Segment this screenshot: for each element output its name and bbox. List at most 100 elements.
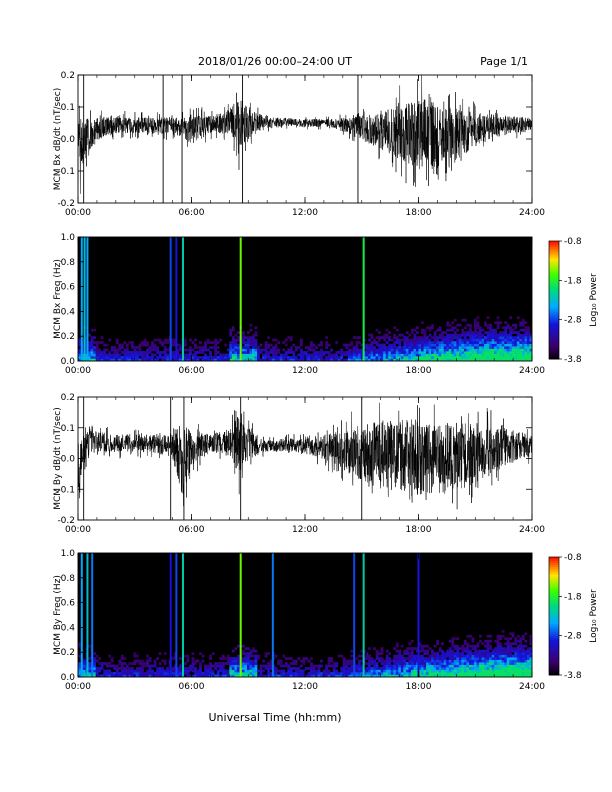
spectrogram-cell	[383, 336, 387, 339]
colorbar-segment	[549, 572, 559, 576]
colorbar-segment	[549, 290, 559, 293]
spectrogram-cell	[186, 659, 190, 663]
y-tick-label: 0.8	[61, 574, 76, 584]
spectrogram-cell	[506, 637, 510, 641]
spectrogram-cell	[257, 674, 260, 678]
spectrogram-cell	[516, 669, 520, 673]
spectrogram-cell	[370, 657, 374, 660]
spectrogram-cell	[494, 652, 497, 655]
colorbar-frame	[548, 240, 560, 360]
spectrogram-cell	[431, 353, 434, 357]
spectrogram-cell	[426, 326, 429, 330]
spectrogram-cell	[204, 346, 207, 349]
spectrogram-cell	[461, 338, 465, 342]
spectrogram-cell	[191, 674, 195, 678]
colorbar-tick-label: -1.8	[564, 276, 582, 286]
spectrogram-cell	[461, 333, 465, 337]
spectrogram-cell	[421, 667, 424, 670]
spectrogram-cell	[479, 346, 482, 349]
spectrogram-cell	[269, 358, 273, 362]
spectrogram-cell	[325, 336, 328, 339]
spectrogram-cell	[272, 346, 276, 349]
spectrogram-cell	[368, 353, 371, 357]
spectrogram-cell	[373, 356, 376, 359]
spectrogram-cell	[499, 346, 503, 349]
spectrogram-cell	[496, 662, 500, 665]
spectrogram-cell	[249, 323, 253, 327]
spectrogram-cell	[484, 664, 487, 668]
spectrogram-cell	[327, 343, 331, 347]
spectrogram-cell	[501, 659, 505, 663]
spectrogram-cell	[405, 649, 409, 653]
spectrogram-cell	[365, 669, 369, 673]
colorbar-segment	[549, 562, 559, 566]
spectrogram-cell	[476, 333, 480, 337]
spectrogram-cell	[526, 328, 530, 332]
spectrogram-cell	[206, 356, 210, 359]
spectrogram-cell	[136, 674, 139, 678]
spectrogram-cell	[484, 669, 487, 673]
spectrogram-cell	[350, 353, 354, 357]
spectrogram-cell	[476, 667, 480, 670]
spectrogram-cell	[509, 338, 513, 342]
spectrogram-cell	[368, 647, 371, 651]
spectrogram-cell	[113, 667, 117, 670]
spectrogram-cell	[433, 672, 437, 675]
spectrogram-cell	[504, 348, 508, 352]
spectrogram-cell	[133, 662, 137, 665]
spectrogram-cell	[463, 353, 467, 357]
spectrogram-cell	[463, 642, 467, 646]
spectrogram-cell	[307, 667, 311, 670]
spectrogram-cell	[173, 657, 177, 660]
colorbar-segment	[549, 635, 559, 639]
spectrogram-cell	[178, 346, 182, 349]
spectrogram-cell	[183, 667, 187, 670]
spectrogram-cell	[506, 664, 510, 668]
spectrogram-cell	[448, 351, 452, 354]
spectrogram-cell	[398, 649, 402, 653]
spectrogram-cell	[458, 341, 462, 344]
spectrogram-cell	[325, 356, 328, 359]
spectrogram-cell	[186, 348, 190, 352]
spectrogram-cell	[360, 667, 364, 670]
spectrogram-cell	[199, 356, 202, 359]
spectrogram-cell	[466, 649, 470, 653]
spectrogram-cell	[496, 659, 500, 663]
spectrogram-cell	[418, 644, 422, 648]
spectrogram-cell	[158, 672, 162, 675]
spectrogram-cell	[438, 657, 442, 660]
spectrogram-cell	[418, 348, 422, 352]
spectrogram-cell	[136, 654, 139, 658]
spectrogram-cell	[481, 356, 485, 359]
spectrogram-cell	[173, 351, 177, 354]
spectrogram-cell	[360, 672, 364, 675]
spectrogram-cell	[395, 667, 399, 670]
spectrogram-cell	[471, 637, 475, 641]
spectrogram-cell	[400, 662, 404, 665]
spectrogram-cell	[489, 338, 492, 342]
spectrogram-cell	[458, 659, 462, 663]
spectrogram-cell	[267, 672, 270, 675]
colorbar-segment	[549, 560, 559, 564]
spectrogram-cell	[375, 348, 379, 352]
spectrogram-cell	[438, 341, 442, 344]
spectrogram-cell	[481, 642, 485, 646]
spectrogram-cell	[216, 351, 220, 354]
spectrogram-cell	[441, 649, 445, 653]
spectrogram-cell	[519, 351, 523, 354]
spectrogram-cell	[526, 667, 530, 670]
spectrogram-cell	[519, 657, 523, 660]
spectrogram-cell	[282, 348, 286, 352]
spectrogram-cell	[526, 341, 530, 344]
spectrogram-cell	[90, 336, 94, 339]
spectrogram-cell	[95, 351, 99, 354]
spectrogram-cell	[123, 353, 127, 357]
spectrogram-cell	[479, 353, 482, 357]
spectrogram-cell	[524, 667, 528, 670]
spectrogram-cell	[511, 323, 515, 327]
spectrogram-cell	[325, 664, 328, 668]
spectrogram-cell	[413, 333, 417, 337]
spectrogram-cell	[214, 356, 218, 359]
spectrogram-cell	[451, 343, 455, 347]
